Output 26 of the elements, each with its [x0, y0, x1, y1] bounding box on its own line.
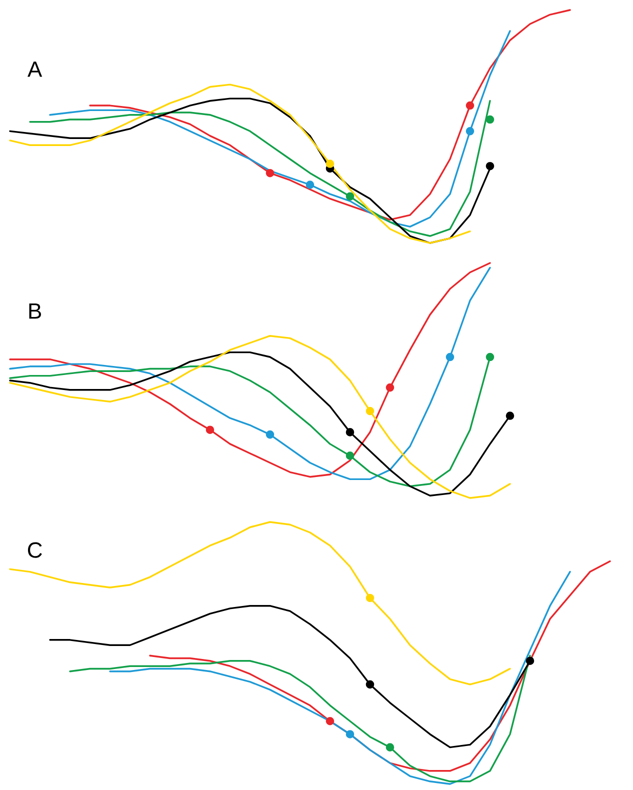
- point: [366, 680, 374, 689]
- point: [446, 352, 454, 362]
- point: [506, 412, 514, 420]
- point: [486, 162, 494, 170]
- point: [346, 452, 354, 460]
- point: [386, 743, 394, 752]
- point: [266, 168, 274, 178]
- text: C: [28, 542, 42, 558]
- point: [526, 656, 534, 666]
- point: [466, 101, 474, 110]
- point: [366, 406, 374, 416]
- point: [266, 430, 274, 439]
- point: [486, 352, 494, 362]
- point: [206, 426, 214, 434]
- point: [346, 730, 354, 738]
- point: [486, 115, 494, 124]
- point: [386, 383, 394, 392]
- point: [466, 127, 474, 136]
- text: B: [29, 303, 41, 319]
- point: [326, 716, 334, 726]
- point: [346, 192, 354, 201]
- point: [366, 594, 374, 602]
- text: A: [28, 62, 42, 77]
- point: [326, 160, 334, 168]
- point: [306, 180, 314, 189]
- point: [346, 428, 354, 436]
